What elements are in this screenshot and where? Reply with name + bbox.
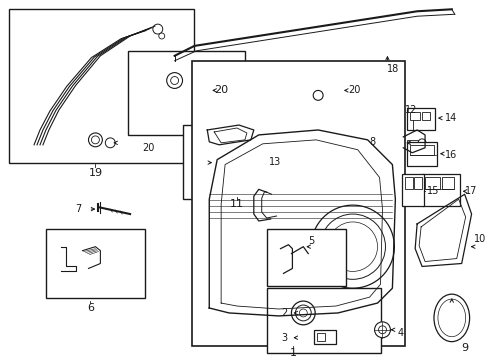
Text: 5: 5 bbox=[308, 236, 315, 246]
Circle shape bbox=[218, 159, 224, 166]
Text: 18: 18 bbox=[388, 64, 400, 74]
Text: 17: 17 bbox=[465, 186, 477, 196]
Circle shape bbox=[159, 33, 165, 39]
Circle shape bbox=[292, 301, 315, 325]
Text: 8: 8 bbox=[369, 137, 376, 147]
Bar bbox=[407, 140, 419, 148]
Circle shape bbox=[299, 309, 307, 317]
Circle shape bbox=[89, 133, 102, 147]
Text: 16: 16 bbox=[445, 150, 457, 160]
Circle shape bbox=[311, 205, 394, 288]
Bar bbox=[314, 330, 336, 343]
Text: 1: 1 bbox=[290, 347, 297, 357]
Text: 3: 3 bbox=[282, 333, 288, 343]
Bar bbox=[402, 175, 424, 206]
Circle shape bbox=[92, 136, 99, 144]
Circle shape bbox=[196, 82, 202, 89]
Bar bbox=[410, 112, 420, 120]
Text: 7: 7 bbox=[75, 204, 82, 214]
Bar bbox=[422, 175, 460, 206]
Bar bbox=[425, 177, 440, 189]
Circle shape bbox=[153, 24, 163, 34]
Circle shape bbox=[328, 222, 378, 271]
Bar bbox=[442, 177, 454, 189]
Text: 10: 10 bbox=[473, 234, 486, 244]
Bar bbox=[267, 288, 381, 352]
Circle shape bbox=[303, 323, 313, 333]
Text: 4: 4 bbox=[397, 328, 403, 338]
Bar bbox=[197, 105, 282, 159]
Text: 11: 11 bbox=[230, 199, 244, 209]
Bar bbox=[9, 9, 195, 163]
Circle shape bbox=[105, 138, 115, 148]
Bar bbox=[405, 177, 413, 189]
Circle shape bbox=[374, 322, 391, 338]
Text: 12: 12 bbox=[405, 105, 417, 115]
Bar bbox=[193, 61, 405, 346]
Circle shape bbox=[171, 77, 178, 85]
Bar bbox=[267, 229, 346, 286]
Text: 2: 2 bbox=[282, 308, 288, 318]
Bar bbox=[407, 142, 437, 166]
Text: 20: 20 bbox=[214, 85, 228, 95]
Bar bbox=[229, 158, 243, 167]
Text: 14: 14 bbox=[445, 113, 457, 123]
Text: 20: 20 bbox=[348, 85, 360, 95]
Bar bbox=[128, 51, 245, 135]
Circle shape bbox=[215, 157, 227, 168]
Bar bbox=[422, 112, 430, 120]
Circle shape bbox=[204, 71, 214, 81]
Circle shape bbox=[295, 305, 311, 321]
Text: 13: 13 bbox=[269, 157, 281, 167]
Text: 19: 19 bbox=[88, 167, 102, 177]
Text: 20: 20 bbox=[142, 143, 154, 153]
Text: 15: 15 bbox=[427, 186, 440, 196]
Bar bbox=[46, 229, 145, 298]
Bar bbox=[407, 108, 435, 130]
Circle shape bbox=[313, 90, 323, 100]
Circle shape bbox=[167, 73, 183, 89]
Bar bbox=[317, 333, 325, 341]
Bar bbox=[414, 177, 422, 189]
Bar bbox=[183, 125, 290, 199]
Text: 6: 6 bbox=[87, 303, 94, 313]
Circle shape bbox=[320, 214, 386, 279]
Text: 9: 9 bbox=[461, 343, 468, 352]
Circle shape bbox=[194, 80, 205, 91]
Bar bbox=[410, 145, 434, 155]
Circle shape bbox=[418, 139, 426, 147]
Circle shape bbox=[379, 326, 387, 334]
